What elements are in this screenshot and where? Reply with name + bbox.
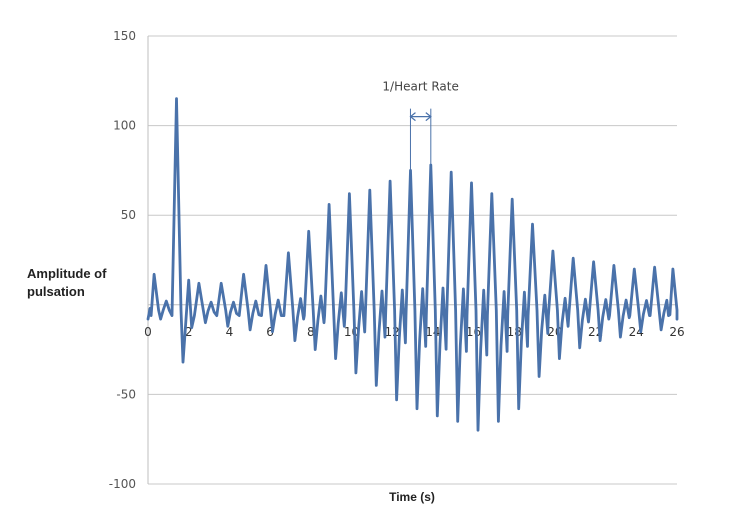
annotation-label: 1/Heart Rate [382, 80, 458, 94]
y-tick-label: -100 [109, 477, 136, 491]
x-tick-label: 14 [425, 325, 440, 339]
y-tick-label: 50 [121, 208, 136, 222]
annotation-arrowhead-left [409, 112, 416, 122]
x-axis-label: Time (s) [389, 490, 435, 504]
annotation-arrowhead-right [425, 112, 432, 122]
y-axis-label: Amplitude of pulsation [27, 266, 107, 299]
x-tick-label: 6 [266, 325, 274, 339]
annotation: 1/Heart Rate [382, 80, 459, 171]
x-tick-label: 8 [307, 325, 315, 339]
x-tick-label: 12 [385, 325, 400, 339]
x-tick-label: 26 [669, 325, 684, 339]
y-tick-label: 150 [113, 29, 136, 43]
x-tick-label: 2 [185, 325, 193, 339]
series-line [146, 97, 679, 432]
y-tick-label: 100 [113, 119, 136, 133]
y-tick-label: -50 [116, 387, 136, 401]
series-layer [146, 97, 679, 432]
x-tick-label: 4 [226, 325, 234, 339]
y-tick-labels: 150 100 50 -50 -100 [109, 29, 136, 491]
x-tick-label: 0 [144, 325, 152, 339]
